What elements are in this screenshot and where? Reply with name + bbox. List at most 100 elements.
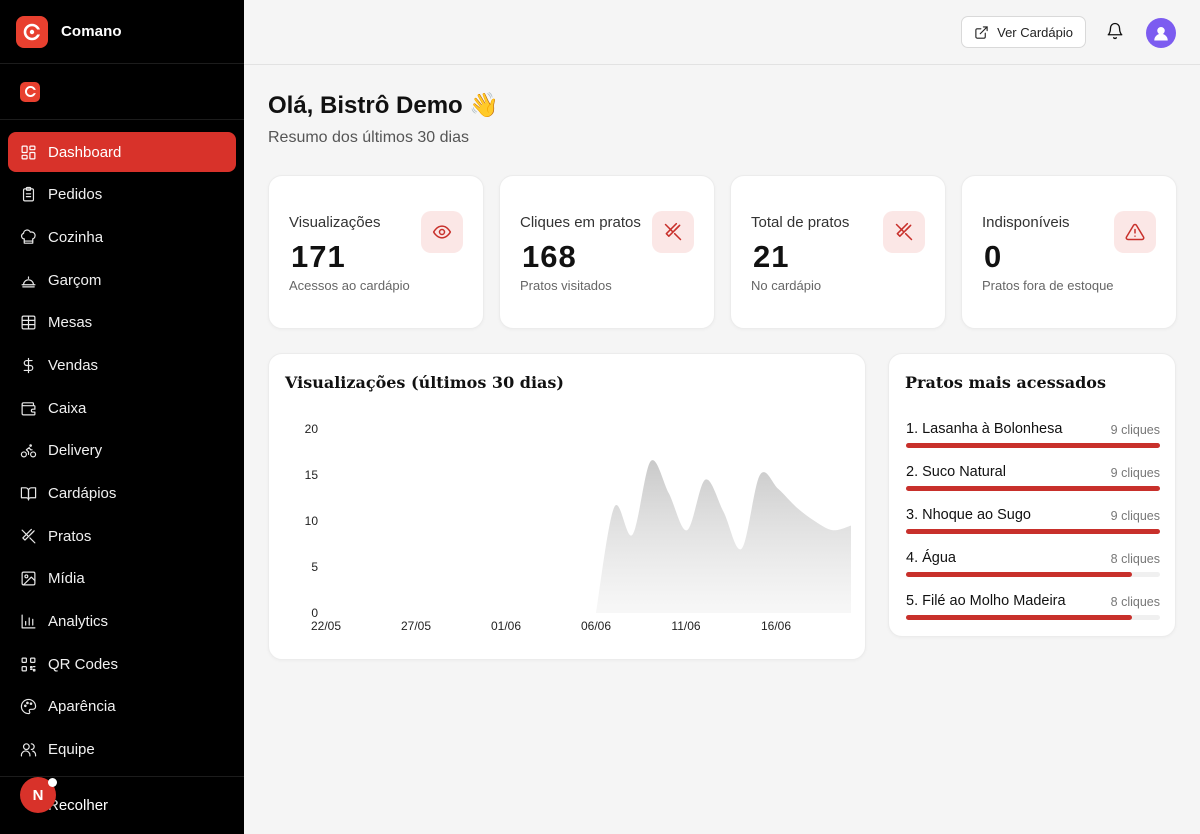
dollar-icon bbox=[20, 357, 37, 374]
stat-value: 21 bbox=[753, 239, 790, 274]
bell-icon[interactable] bbox=[1106, 22, 1126, 42]
chart-title: Visualizações (últimos 30 dias) bbox=[285, 373, 564, 392]
sidebar-item-equipe[interactable]: Equipe bbox=[8, 730, 236, 770]
stat-label: Indisponíveis bbox=[982, 214, 1070, 231]
dish-clicks: 8 cliques bbox=[1110, 552, 1160, 566]
clipboard-icon bbox=[20, 186, 37, 203]
views-area-series bbox=[596, 460, 851, 613]
views-chart-card: Visualizações (últimos 30 dias) 0 5 10 15 20… bbox=[268, 353, 866, 660]
dish-name: 3. Nhoque ao Sugo bbox=[906, 507, 1031, 523]
progress-fill bbox=[906, 486, 1160, 491]
sidebar-nav: Dashboard Pedidos Cozinha Garçom Mesas V… bbox=[0, 120, 244, 770]
progress-fill bbox=[906, 529, 1160, 534]
sidebar-item-caixa[interactable]: Caixa bbox=[8, 388, 236, 428]
stat-value: 0 bbox=[984, 239, 1003, 274]
view-menu-button[interactable]: Ver Cardápio bbox=[961, 16, 1086, 48]
y-tick-label: 5 bbox=[311, 560, 318, 574]
sidebar-item-label: QR Codes bbox=[48, 655, 119, 673]
sidebar-item-midia[interactable]: Mídia bbox=[8, 559, 236, 599]
external-link-icon bbox=[975, 25, 988, 39]
sidebar-item-pratos[interactable]: Pratos bbox=[8, 516, 236, 556]
sidebar-item-cardapios[interactable]: Cardápios bbox=[8, 474, 236, 514]
sidebar-item-label: Mesas bbox=[48, 314, 93, 332]
sidebar-item-analytics[interactable]: Analytics bbox=[8, 602, 236, 642]
top-dishes-title: Pratos mais acessados bbox=[905, 373, 1106, 392]
greeting-text: Olá, Bistrô Demo bbox=[268, 92, 463, 119]
progress-track bbox=[906, 486, 1160, 491]
sidebar-item-label: Cardápios bbox=[48, 485, 117, 502]
bar-chart-icon bbox=[20, 613, 37, 630]
sidebar-item-aparencia[interactable]: Aparência bbox=[8, 687, 236, 727]
progress-track bbox=[906, 443, 1160, 448]
sidebar-item-pedidos[interactable]: Pedidos bbox=[8, 175, 236, 215]
stat-note: Acessos ao cardápio bbox=[289, 278, 410, 293]
progress-fill bbox=[906, 443, 1160, 448]
progress-track bbox=[906, 572, 1160, 577]
x-tick-label: 22/05 bbox=[311, 619, 341, 633]
brand-name: Comano bbox=[61, 23, 122, 40]
page-subtitle: Resumo dos últimos 30 dias bbox=[268, 129, 469, 146]
collapse-sidebar-button[interactable]: Recolher bbox=[0, 776, 244, 834]
sidebar-item-label: Equipe bbox=[48, 741, 95, 759]
cloche-icon bbox=[20, 272, 37, 289]
stat-note: No cardápio bbox=[751, 278, 822, 293]
sidebar-item-dashboard[interactable]: Dashboard bbox=[8, 132, 236, 172]
stat-card-views: Visualizações 171 Acessos ao cardápio bbox=[268, 175, 484, 329]
stat-label: Visualizações bbox=[289, 214, 381, 231]
x-tick-label: 27/05 bbox=[401, 619, 431, 633]
dish-name: 1. Lasanha à Bolonhesa bbox=[906, 421, 1063, 437]
y-tick-label: 15 bbox=[305, 468, 319, 482]
bike-icon bbox=[20, 442, 37, 459]
progress-track bbox=[906, 615, 1160, 620]
sidebar-item-qr-codes[interactable]: QR Codes bbox=[8, 644, 236, 684]
top-dishes-card: Pratos mais acessados 1. Lasanha à Bolon… bbox=[888, 353, 1176, 637]
sidebar-item-vendas[interactable]: Vendas bbox=[8, 345, 236, 385]
stat-value: 168 bbox=[522, 239, 577, 274]
stat-card-total-dishes: Total de pratos 21 No cardápio bbox=[730, 175, 946, 329]
sidebar-item-delivery[interactable]: Delivery bbox=[8, 431, 236, 471]
stat-note: Pratos visitados bbox=[520, 278, 612, 293]
x-tick-label: 16/06 bbox=[761, 619, 791, 633]
dish-clicks: 8 cliques bbox=[1110, 595, 1160, 609]
dish-name: 4. Água bbox=[906, 550, 956, 566]
sidebar-item-label: Caixa bbox=[48, 399, 87, 417]
progress-fill bbox=[906, 572, 1132, 577]
sidebar-item-label: Delivery bbox=[48, 442, 103, 460]
sidebar-item-label: Analytics bbox=[48, 613, 109, 631]
sidebar-item-label: Pratos bbox=[48, 527, 92, 545]
chef-hat-icon bbox=[20, 229, 37, 246]
sidebar-item-cozinha[interactable]: Cozinha bbox=[8, 217, 236, 257]
x-tick-label: 11/06 bbox=[671, 619, 700, 633]
y-tick-label: 0 bbox=[311, 606, 318, 620]
stat-label: Total de pratos bbox=[751, 214, 850, 231]
utensils-crossed-icon bbox=[883, 211, 925, 253]
dish-name: 2. Suco Natural bbox=[906, 464, 1006, 480]
brand-header[interactable]: Comano bbox=[0, 0, 244, 64]
profile-avatar[interactable] bbox=[1146, 18, 1176, 48]
utensils-crossed-icon bbox=[652, 211, 694, 253]
page-title: Olá, Bistrô Demo 👋 bbox=[268, 91, 499, 120]
stat-value: 171 bbox=[291, 239, 346, 274]
progress-track bbox=[906, 529, 1160, 534]
sidebar: Comano Dashboard Pedidos Cozinha Garçom … bbox=[0, 0, 244, 834]
top-bar: Ver Cardápio bbox=[244, 0, 1200, 65]
dish-clicks: 9 cliques bbox=[1110, 423, 1160, 437]
sidebar-item-mesas[interactable]: Mesas bbox=[8, 303, 236, 343]
notification-dot bbox=[48, 778, 57, 787]
collapse-label: Recolher bbox=[48, 797, 109, 814]
y-tick-label: 10 bbox=[305, 514, 319, 528]
user-icon bbox=[1154, 27, 1168, 41]
dish-clicks: 9 cliques bbox=[1110, 509, 1160, 523]
qr-code-icon bbox=[20, 656, 37, 673]
dashboard-icon bbox=[20, 144, 37, 161]
sidebar-secondary-logo-row bbox=[0, 64, 244, 120]
stat-card-dish-clicks: Cliques em pratos 168 Pratos visitados bbox=[499, 175, 715, 329]
stat-card-unavailable: Indisponíveis 0 Pratos fora de estoque bbox=[961, 175, 1177, 329]
x-tick-label: 06/06 bbox=[581, 619, 611, 633]
sidebar-item-label: Pedidos bbox=[48, 186, 103, 204]
progress-fill bbox=[906, 615, 1132, 620]
x-tick-label: 01/06 bbox=[491, 619, 521, 633]
eye-icon bbox=[421, 211, 463, 253]
sidebar-item-garcom[interactable]: Garçom bbox=[8, 260, 236, 300]
stat-label: Cliques em pratos bbox=[520, 214, 641, 231]
